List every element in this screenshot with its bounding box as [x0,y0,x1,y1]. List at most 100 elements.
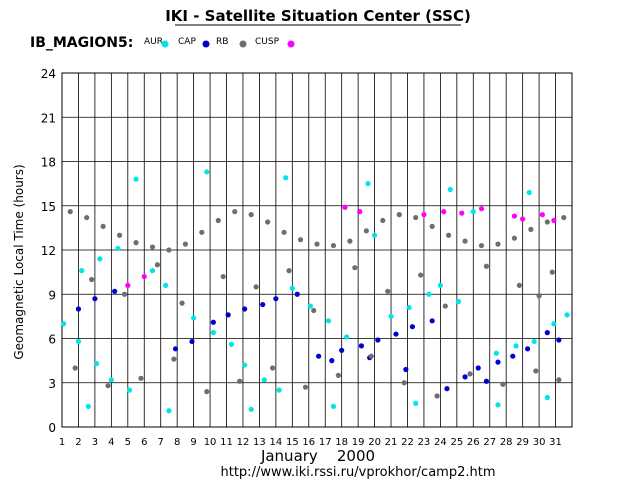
x-tick-label: 5 [125,437,131,448]
data-point-aur [108,377,114,383]
data-point-cap [294,291,300,297]
data-point-cap [495,359,501,365]
data-point-rb [528,226,534,232]
data-point-rb [232,209,238,215]
x-tick-label: 17 [319,437,332,448]
data-point-rb [533,368,539,374]
data-point-aur [513,343,519,349]
x-tick-label: 9 [190,437,196,448]
data-point-cusp [357,209,363,215]
legend-marker-rb [239,40,247,48]
data-point-rb [166,247,172,253]
data-point-rb [446,232,452,238]
data-point-rb [413,214,419,221]
data-point-rb [281,229,287,235]
data-point-rb [237,378,243,384]
legend-label-aur: AUR [144,37,163,47]
data-point-aur [210,330,216,336]
data-point-rb [149,244,156,250]
x-tick-label: 12 [237,437,250,448]
data-point-cap [462,374,468,380]
data-point-cap [475,365,481,371]
x-axis-ticks: 1 2 3 4 5 6 7 8 9 10 11 12 13 14 15 16 17 18 19 20 21 22 23 24 2… [59,437,562,448]
data-point-cap [358,343,365,349]
x-tick-label: 13 [253,437,266,448]
data-point-rb [171,356,177,362]
data-point-aur [242,362,248,368]
data-point-cap [242,306,248,312]
y-axis-label: Geomagnetic Local Time (hours) [12,164,26,359]
data-point-rb [215,217,221,224]
data-point-rb [72,365,78,371]
x-tick-label: 3 [92,437,98,448]
x-tick-label: 7 [158,437,164,448]
data-point-rb [302,384,309,390]
data-point-cusp [520,216,526,222]
data-point-rb [253,284,259,290]
data-point-rb [182,241,188,247]
x-tick-label: 4 [108,437,114,448]
y-axis-ticks: 0 3 6 9 12 15 18 21 24 [41,67,56,435]
data-point-rb [396,212,402,218]
data-point-rb [248,212,254,218]
data-point-aur [97,256,103,262]
chart-title: IKI - Satellite Situation Center (SSC) [165,7,471,25]
data-point-cap [112,288,118,294]
data-point-aur [330,403,337,409]
data-point-aur [325,318,332,324]
data-point-cusp [539,212,545,218]
data-point-rb [335,372,341,378]
data-point-rb [84,214,90,221]
data-point-cusp [511,213,518,219]
data-point-aur [388,313,394,319]
data-point-aur [455,299,462,305]
y-tick-label: 21 [41,111,56,125]
data-point-rb [511,235,518,241]
data-point-rb [179,300,185,306]
data-point-cap [189,338,195,345]
data-point-aur [371,232,378,238]
data-point-rb [462,238,468,244]
data-point-aur [526,189,532,196]
x-tick-label: 26 [467,437,480,448]
data-point-aur [495,402,501,408]
grid [62,73,572,427]
data-point-rb [429,223,435,229]
data-point-aur [344,334,350,340]
legend-marker-aur [161,40,169,48]
data-point-aur [204,169,210,175]
data-point-rb [311,307,317,314]
legend-label-rb: RB [216,37,228,47]
data-point-cap [316,353,322,359]
data-point-rb [347,238,353,244]
legend: AUR CAP RB CUSP [144,37,295,48]
data-point-aur [470,209,476,215]
data-point-cap [393,331,399,337]
data-point-aur [437,282,443,288]
data-point-rb [286,268,292,274]
data-point-rb [483,263,490,269]
data-point-cusp [551,217,557,224]
footer-url: http://www.iki.rssi.ru/vprokhor/camp2.ht… [221,465,496,480]
x-tick-label: 20 [368,437,381,448]
data-point-aur [85,403,91,409]
data-point-cusp [459,210,465,216]
data-point-rb [121,291,128,297]
data-point-aur [228,341,235,347]
data-point-rb [363,228,369,234]
data-point-aur [564,312,570,318]
y-tick-label: 6 [48,333,56,347]
data-point-rb [516,282,522,288]
data-point-aur [166,408,172,414]
data-point-aur [544,394,550,401]
data-point-aur [93,360,100,367]
x-tick-label: 10 [204,437,217,448]
y-tick-label: 9 [48,288,56,302]
x-tick-label: 16 [302,437,315,448]
data-point-cap [483,378,490,384]
x-tick-label: 23 [418,437,431,448]
data-point-aur [551,321,557,327]
x-tick-label: 25 [450,437,463,448]
